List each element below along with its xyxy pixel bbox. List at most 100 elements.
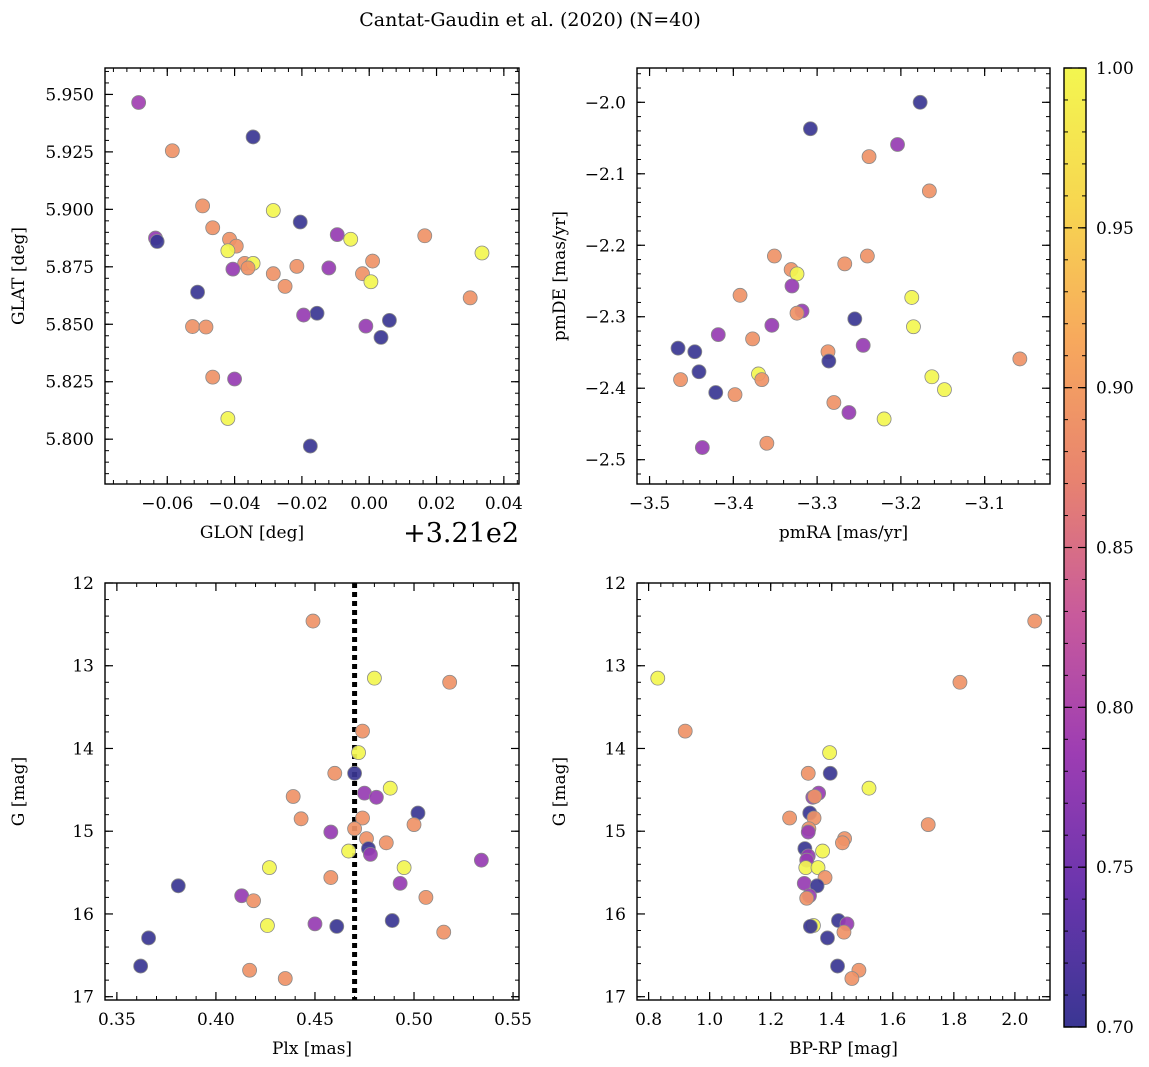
data-point xyxy=(240,260,256,276)
data-point xyxy=(708,385,724,400)
data-point xyxy=(242,962,258,978)
y-tick-label: 5.875 xyxy=(45,258,94,278)
data-point xyxy=(327,765,343,781)
data-point xyxy=(293,811,309,827)
data-point xyxy=(396,860,412,876)
x-axis-label: GLON [deg] xyxy=(200,523,304,543)
data-point xyxy=(436,924,452,940)
data-point xyxy=(784,278,800,294)
axes-frame xyxy=(636,67,1051,485)
data-point xyxy=(807,789,823,804)
data-point xyxy=(323,870,339,885)
data-point xyxy=(417,228,433,244)
y-tick-label: −2.1 xyxy=(585,165,626,185)
colorbar-tick-label: 0.75 xyxy=(1096,858,1134,878)
x-tick-label: 1.6 xyxy=(879,1010,906,1030)
data-point xyxy=(418,890,434,905)
data-point xyxy=(329,227,345,243)
data-point xyxy=(847,311,863,327)
data-point xyxy=(920,817,936,832)
data-point xyxy=(1012,351,1028,367)
data-point xyxy=(190,284,205,300)
data-point xyxy=(462,290,478,306)
y-tick-label: 15 xyxy=(604,822,626,842)
data-point xyxy=(265,203,281,218)
data-point xyxy=(912,94,928,110)
y-tick-label: 5.825 xyxy=(45,373,94,393)
x-tick-label: 0.35 xyxy=(98,1010,136,1030)
y-tick-label: −2.0 xyxy=(585,93,626,113)
colorbar-tick-label: 0.80 xyxy=(1096,698,1134,718)
data-point xyxy=(198,319,214,335)
data-point xyxy=(855,337,871,353)
y-tick-label: 12 xyxy=(72,574,94,594)
y-tick-label: 5.950 xyxy=(45,85,94,105)
data-point xyxy=(392,875,408,891)
y-tick-label: 16 xyxy=(72,905,94,925)
data-point xyxy=(789,305,805,321)
data-point xyxy=(329,918,345,934)
y-tick-label: 13 xyxy=(604,657,626,677)
y-tick-label: 16 xyxy=(604,905,626,925)
x-tick-label: 1.0 xyxy=(696,1010,723,1030)
y-tick-label: 5.900 xyxy=(45,200,94,220)
colorbar-tick-label: 0.85 xyxy=(1096,539,1134,559)
data-point xyxy=(384,913,400,928)
data-point xyxy=(442,674,458,690)
data-point xyxy=(220,411,236,426)
y-tick-label: 14 xyxy=(72,739,94,759)
data-point xyxy=(836,924,852,940)
y-axis-label: pmDE [mas/yr] xyxy=(550,211,570,341)
y-axis-label: GLAT [deg] xyxy=(9,227,29,325)
figure-title: Cantat-Gaudin et al. (2020) (N=40) xyxy=(359,9,701,31)
x-tick-label: −0.02 xyxy=(276,494,328,514)
x-offset-label: +3.21e2 xyxy=(403,518,519,549)
data-point xyxy=(473,852,489,868)
data-point xyxy=(296,307,311,323)
data-point xyxy=(803,121,818,137)
data-point xyxy=(323,824,339,840)
data-point xyxy=(859,248,875,264)
data-point xyxy=(366,670,382,686)
x-tick-label: 0.00 xyxy=(350,494,388,514)
colorbar: 0.70 0.75 0.80 0.85 0.90 0.95 1.00 xyxy=(1063,59,1134,1038)
data-point xyxy=(670,340,686,356)
y-tick-label: 17 xyxy=(72,988,94,1008)
data-point xyxy=(822,745,838,761)
x-tick-label: 0.45 xyxy=(296,1010,334,1030)
x-tick-label: −3.4 xyxy=(713,494,754,514)
data-point xyxy=(205,369,221,385)
data-point xyxy=(305,613,321,629)
data-point xyxy=(764,317,780,333)
data-point xyxy=(924,369,940,385)
data-point xyxy=(861,780,877,796)
x-tick-label: 0.40 xyxy=(197,1010,235,1030)
data-point xyxy=(759,435,775,451)
data-point xyxy=(802,918,818,934)
data-point xyxy=(347,765,362,781)
data-point xyxy=(815,843,830,859)
data-point xyxy=(343,231,359,247)
y-axis-label: G [mag] xyxy=(9,757,29,826)
x-tick-label: −0.04 xyxy=(209,494,261,514)
data-point xyxy=(799,890,815,906)
data-point xyxy=(285,789,301,804)
data-point xyxy=(309,305,325,321)
data-point xyxy=(368,789,384,805)
x-tick-label: 0.8 xyxy=(635,1010,662,1030)
data-point xyxy=(727,387,743,403)
data-point xyxy=(307,916,323,932)
data-point xyxy=(800,824,816,840)
data-point xyxy=(809,878,825,894)
data-point xyxy=(262,860,277,876)
data-point xyxy=(292,214,308,230)
y-tick-label: −2.5 xyxy=(585,451,626,471)
data-point xyxy=(890,137,905,152)
data-point xyxy=(876,411,892,427)
data-point xyxy=(826,395,842,410)
data-point xyxy=(141,930,156,946)
data-point xyxy=(277,971,293,986)
x-tick-label: −3.3 xyxy=(796,494,837,514)
data-point xyxy=(289,258,305,274)
data-point xyxy=(195,198,211,214)
